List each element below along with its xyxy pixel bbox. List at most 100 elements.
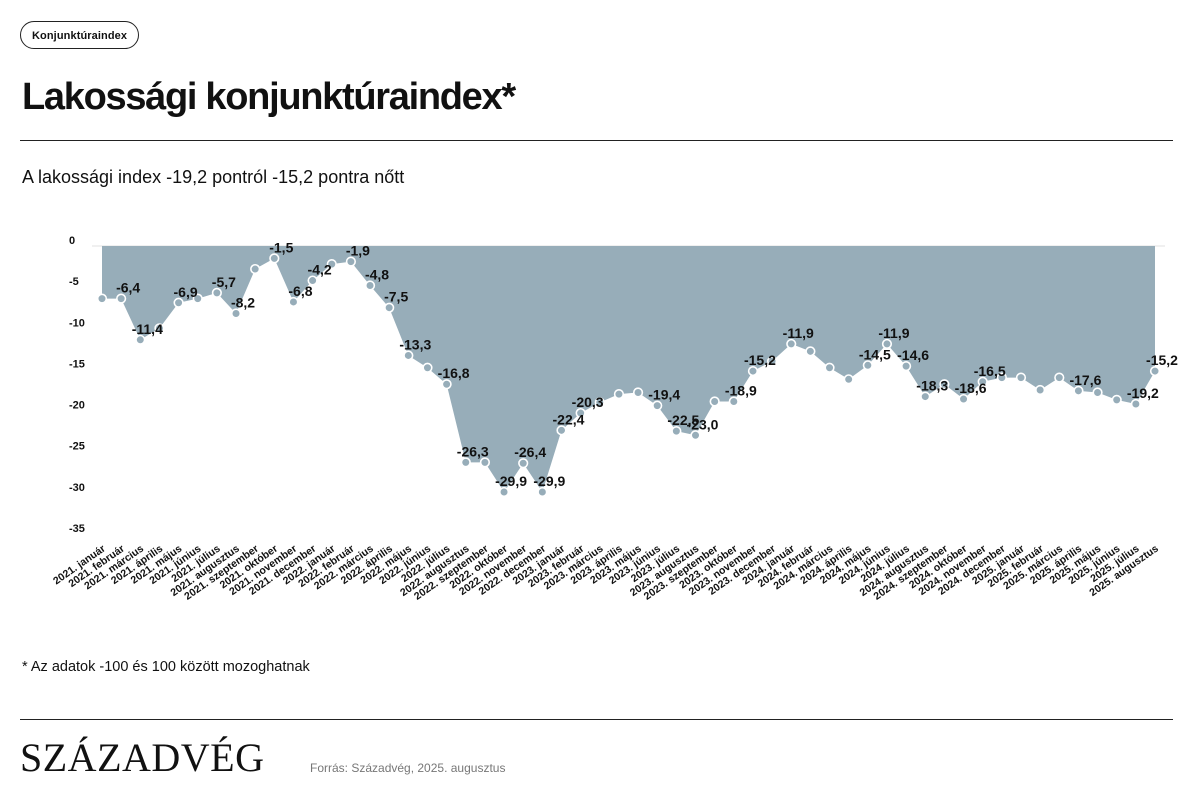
data-point: [498, 486, 510, 498]
data-label: -18,3: [916, 378, 948, 394]
data-label: -19,4: [648, 387, 680, 403]
data-point: [1035, 384, 1046, 396]
data-label: -11,4: [132, 321, 163, 337]
data-point: [881, 338, 893, 350]
data-point: [230, 308, 242, 319]
source-note: Forrás: Századvég, 2025. augusztus: [310, 761, 506, 775]
data-label: -4,8: [365, 267, 389, 283]
data-point: [1130, 398, 1141, 410]
data-label: -11,9: [878, 325, 909, 341]
data-label: -14,6: [897, 347, 929, 363]
data-label: -13,3: [399, 336, 431, 352]
area-chart: -6,4 -11,4 -6,9 -5,7 -8,2 -1,5 -6,8 -4,2 -1,9 -4,…: [51, 235, 1178, 603]
y-tick-label: -30: [69, 482, 85, 494]
y-tick-label: -35: [69, 523, 85, 535]
chart-subtitle: A lakossági index -19,2 pontról -15,2 po…: [22, 167, 405, 187]
data-point: [345, 256, 356, 267]
data-label: -15,2: [744, 352, 776, 368]
y-tick-label: -5: [69, 276, 79, 288]
data-point: [901, 361, 912, 372]
y-tick-label: -10: [69, 317, 85, 329]
footnote: * Az adatok -100 és 100 között mozoghatn…: [22, 659, 310, 675]
series-area: [102, 246, 1155, 493]
data-point: [862, 360, 873, 371]
data-point: [728, 396, 739, 407]
data-label: -1,9: [346, 243, 370, 259]
data-point: [613, 389, 625, 400]
data-label: -26,3: [457, 443, 489, 459]
data-point: [518, 458, 529, 469]
data-point: [652, 400, 663, 411]
data-label: -18,6: [955, 380, 987, 396]
data-point: [422, 362, 433, 373]
data-point: [977, 376, 988, 387]
data-point: [556, 425, 567, 436]
y-tick-label: -15: [69, 358, 85, 370]
data-point: [594, 397, 605, 408]
header-divider: [20, 140, 1173, 141]
data-label: -8,2: [231, 294, 255, 310]
y-tick-label: -20: [69, 400, 85, 412]
data-point: [479, 457, 491, 468]
data-point: [1111, 394, 1122, 405]
data-point: [632, 387, 644, 398]
data-point: [307, 275, 318, 286]
data-label: -23,0: [687, 416, 719, 432]
data-point: [192, 293, 203, 304]
data-label: -14,5: [859, 346, 891, 362]
data-point: [786, 338, 797, 350]
data-label: -16,5: [974, 363, 1006, 379]
chart-point-layer: [96, 253, 1161, 498]
data-point: [1149, 365, 1161, 377]
data-point: [116, 293, 127, 304]
brand-logo: SZÁZADVÉG: [20, 735, 265, 780]
data-label: -1,5: [269, 239, 293, 255]
y-tick-label: 0: [69, 235, 75, 247]
page-title: Lakossági konjunktúraindex*: [22, 76, 516, 118]
data-point: [805, 346, 816, 357]
data-label: -26,4: [514, 444, 546, 460]
data-label: -11,9: [783, 325, 814, 341]
data-point: [958, 393, 969, 405]
data-point: [824, 362, 835, 373]
data-point: [709, 396, 720, 407]
data-point: [690, 430, 701, 441]
data-point: [135, 334, 146, 345]
data-point: [843, 374, 854, 385]
data-label: -6,9: [174, 284, 198, 300]
data-point: [441, 379, 452, 390]
data-point: [766, 356, 778, 367]
data-point: [250, 263, 261, 275]
data-point: [939, 379, 950, 390]
data-point: [269, 253, 280, 264]
data-label: -6,8: [288, 283, 312, 299]
data-label: -15,2: [1146, 352, 1178, 368]
data-point: [96, 293, 108, 304]
data-label: -29,9: [533, 473, 565, 489]
data-label: -16,8: [438, 365, 470, 381]
category-badge: Konjunktúraindex: [20, 21, 140, 49]
y-tick-label: -25: [69, 441, 85, 453]
data-point: [1092, 387, 1103, 398]
data-point: [154, 323, 165, 334]
data-point: [996, 372, 1007, 383]
data-point: [326, 258, 337, 270]
data-label: -22,4: [553, 411, 585, 427]
data-label: -19,2: [1127, 385, 1159, 401]
data-label: -4,2: [308, 262, 332, 278]
chart-value-label-layer: -6,4 -11,4 -6,9 -5,7 -8,2 -1,5 -6,8 -4,2 -1,9 -4,…: [116, 239, 1178, 489]
data-label: -7,5: [384, 289, 408, 305]
data-point: [364, 280, 376, 291]
data-point: [920, 391, 931, 402]
data-point: [537, 486, 548, 498]
data-label: -17,6: [1069, 372, 1101, 388]
chart-area-layer: [92, 245, 1165, 493]
data-point: [1073, 385, 1084, 396]
data-point: [747, 365, 759, 377]
data-point: [211, 287, 222, 298]
data-point: [288, 296, 299, 308]
data-point: [460, 457, 471, 468]
data-point: [575, 407, 586, 419]
data-label: -22,5: [667, 412, 699, 428]
